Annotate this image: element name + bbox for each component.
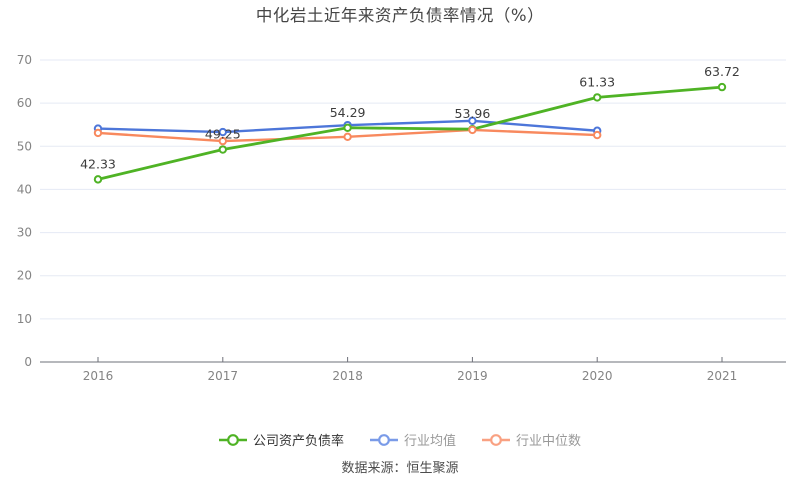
- y-axis-tick-label: 40: [17, 182, 32, 196]
- x-axis-tick-label: 2018: [332, 369, 363, 383]
- data-point-label: 63.72: [704, 64, 740, 79]
- x-axis-tick-label: 2016: [83, 369, 114, 383]
- legend: 公司资产负债率 行业均值 行业中位数: [0, 430, 800, 449]
- data-point-label: 53.96: [455, 106, 491, 121]
- data-point: [218, 145, 228, 154]
- data-point-label: 61.33: [579, 74, 615, 89]
- legend-item-label: 公司资产负债率: [252, 434, 344, 449]
- legend-item-1[interactable]: 行业均值: [369, 430, 456, 449]
- data-point-label: 54.29: [330, 105, 366, 120]
- data-point: [93, 175, 103, 184]
- data-point: [593, 130, 602, 140]
- data-point: [468, 116, 477, 126]
- y-axis-tick-label: 10: [17, 312, 32, 326]
- data-point-label: 42.33: [80, 156, 116, 171]
- legend-item-label: 行业中位数: [516, 434, 582, 449]
- data-point-label: 49.25: [205, 127, 241, 142]
- legend-item-0[interactable]: 公司资产负债率: [218, 430, 344, 449]
- data-point: [343, 123, 352, 132]
- y-axis-tick-label: 60: [17, 96, 32, 110]
- line-chart: 0 10 20 30 40 50 60 70 2016 2017 2018 2019 2020 2021 4…: [17, 53, 786, 383]
- y-axis-tick-label: 20: [17, 269, 32, 283]
- data-point: [218, 127, 228, 137]
- legend-line-marker-icon: [218, 433, 247, 446]
- x-axis-tick-label: 2021: [707, 369, 738, 383]
- data-source: 数据来源：恒生聚源: [341, 461, 459, 476]
- y-axis-tick-label: 30: [17, 226, 32, 240]
- data-point: [343, 132, 352, 141]
- legend-item-2[interactable]: 行业中位数: [482, 430, 581, 449]
- legend-item-label: 行业均值: [403, 434, 456, 449]
- y-axis-tick-label: 70: [17, 53, 32, 67]
- data-point: [593, 93, 602, 102]
- data-point: [468, 125, 477, 135]
- data-point: [717, 82, 727, 92]
- data-point: [93, 128, 103, 138]
- x-axis-tick-label: 2020: [582, 369, 613, 383]
- data-point: [218, 136, 228, 146]
- y-axis-tick-label: 50: [17, 139, 32, 153]
- legend-line-marker-icon: [369, 433, 398, 446]
- chart-title: 中化岩土近年来资产负债率情况（%）: [255, 6, 545, 25]
- y-axis-tick-label: 0: [24, 355, 32, 369]
- series-line-0: [96, 85, 724, 181]
- x-axis-tick-label: 2017: [208, 369, 239, 383]
- x-axis-tick-label: 2019: [457, 369, 488, 383]
- legend-line-marker-icon: [482, 433, 510, 446]
